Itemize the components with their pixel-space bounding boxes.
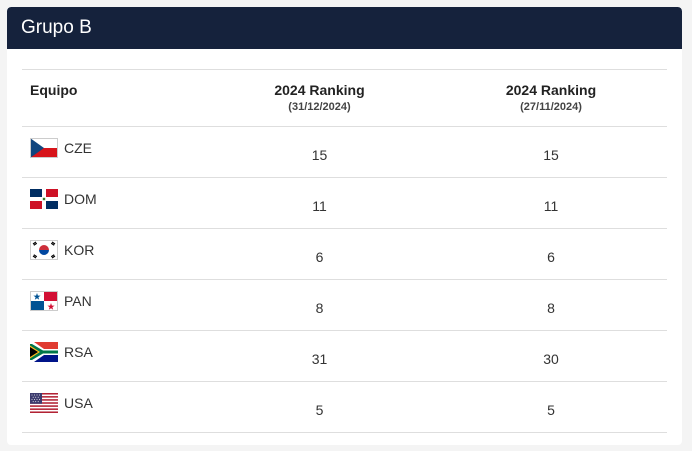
ranking-2-value: 6 [547,249,555,265]
usa-flag-icon [30,393,58,413]
ranking-1-value: 15 [311,147,328,163]
ranking-table: Equipo 2024 Ranking (31/12/2024) 2024 Ra… [22,69,667,433]
column-header-team: Equipo [30,82,78,98]
ranking-1-value: 5 [315,402,324,418]
table-row: PAN 8 8 [22,279,667,330]
dominican-flag-icon [30,189,58,209]
team-code: USA [64,395,93,411]
column-header-ranking-1-title: 2024 Ranking [274,82,365,98]
south-africa-flag-icon [30,342,58,362]
ranking-1-value: 31 [311,351,328,367]
ranking-2-value: 15 [543,147,559,163]
ranking-2-value: 30 [543,351,559,367]
table-row: CZE 15 15 [22,126,667,177]
group-card: Grupo B Equipo 2024 Ranking (31/12/2024)… [7,7,682,445]
column-header-ranking-1-date: (31/12/2024) [288,101,351,113]
ranking-2-value: 11 [543,198,559,214]
column-header-ranking-2: 2024 Ranking (27/11/2024) [435,70,667,113]
ranking-1-value: 8 [315,300,324,316]
team-code: CZE [64,140,92,156]
panama-flag-icon [30,291,58,311]
team-code: KOR [64,242,95,258]
team-code: PAN [64,293,92,309]
team-code: DOM [64,191,97,207]
team-code: RSA [64,344,93,360]
column-header-ranking-1: 2024 Ranking (31/12/2024) [204,70,435,113]
table-header-row: Equipo 2024 Ranking (31/12/2024) 2024 Ra… [22,69,667,126]
table-row: DOM 11 11 [22,177,667,228]
ranking-2-value: 5 [547,402,555,418]
table-row: RSA 31 30 [22,330,667,381]
table-row: KOR 6 6 [22,228,667,279]
column-header-ranking-2-date: (27/11/2024) [520,101,582,113]
column-header-ranking-2-title: 2024 Ranking [505,82,597,98]
czech-flag-icon [30,138,58,158]
ranking-1-value: 6 [315,249,324,265]
ranking-2-value: 8 [547,300,555,316]
table-row: USA 5 5 [22,381,667,433]
korean-flag-icon [30,240,58,260]
group-title: Grupo B [7,7,682,49]
ranking-1-value: 11 [312,198,327,214]
